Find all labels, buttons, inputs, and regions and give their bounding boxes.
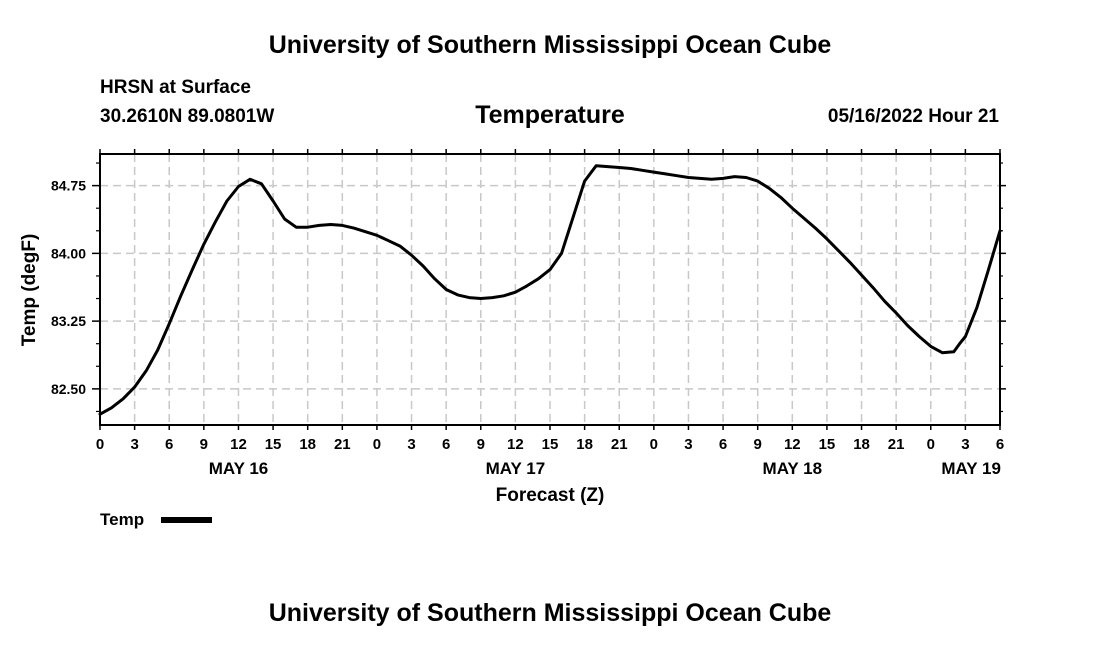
date-label: MAY 18 [763, 459, 823, 478]
x-tick-label: 18 [576, 436, 593, 453]
x-tick-label: 12 [230, 436, 247, 453]
legend-label: Temp [100, 510, 144, 529]
x-axis-title: Forecast (Z) [496, 485, 605, 506]
date-label: MAY 17 [486, 459, 546, 478]
x-tick-label: 0 [96, 436, 104, 453]
forecast-timestamp: 05/16/2022 Hour 21 [827, 106, 999, 127]
x-tick-label: 21 [888, 436, 905, 453]
station-coordinates: 30.2610N 89.0801W [100, 106, 275, 127]
x-tick-label: 3 [961, 436, 969, 453]
x-tick-label: 18 [299, 436, 316, 453]
y-tick-label: 84.75 [51, 178, 86, 194]
y-tick-label: 84.00 [51, 245, 86, 261]
y-tick-labels: 82.50 83.25 84.00 84.75 [51, 178, 86, 397]
grid-lines [100, 154, 1000, 425]
chart-title-bottom: University of Southern Mississippi Ocean… [268, 599, 832, 627]
x-tick-label: 9 [754, 436, 762, 453]
x-tick-label: 21 [334, 436, 351, 453]
variable-title: Temperature [475, 101, 625, 129]
x-tick-label: 15 [265, 436, 282, 453]
date-labels: MAY 16 MAY 17 MAY 18 MAY 19 [209, 459, 1001, 478]
y-tick-label: 82.50 [51, 381, 86, 397]
temp-series-line [98, 164, 1002, 416]
x-tick-label: 12 [507, 436, 524, 453]
x-tick-label: 15 [819, 436, 836, 453]
x-tick-label: 21 [611, 436, 628, 453]
x-tick-label: 0 [927, 436, 935, 453]
x-tick-label: 15 [542, 436, 559, 453]
x-tick-labels: 0 3 6 9 12 15 18 21 0 3 6 9 12 15 18 21 0 3 6 9 12 15 18 21 0 3 6 [96, 436, 1004, 453]
date-label: MAY 16 [209, 459, 269, 478]
date-label: MAY 19 [941, 459, 1001, 478]
y-tick-label: 83.25 [51, 313, 86, 329]
x-tick-label: 18 [853, 436, 870, 453]
x-tick-label: 12 [784, 436, 801, 453]
y-axis-title: Temp (degF) [19, 234, 40, 347]
x-tick-label: 3 [684, 436, 692, 453]
x-tick-label: 3 [130, 436, 138, 453]
x-tick-label: 3 [407, 436, 415, 453]
x-tick-label: 0 [650, 436, 658, 453]
x-tick-label: 9 [200, 436, 208, 453]
x-tick-label: 6 [165, 436, 173, 453]
x-tick-label: 0 [373, 436, 381, 453]
x-tick-label: 6 [719, 436, 727, 453]
station-label: HRSN at Surface [100, 77, 251, 98]
x-tick-label: 9 [477, 436, 485, 453]
axis-ticks [92, 149, 1006, 430]
chart-title-top: University of Southern Mississippi Ocean… [268, 31, 832, 59]
plot-frame [99, 153, 1001, 426]
x-tick-label: 6 [442, 436, 450, 453]
x-tick-label: 6 [996, 436, 1004, 453]
